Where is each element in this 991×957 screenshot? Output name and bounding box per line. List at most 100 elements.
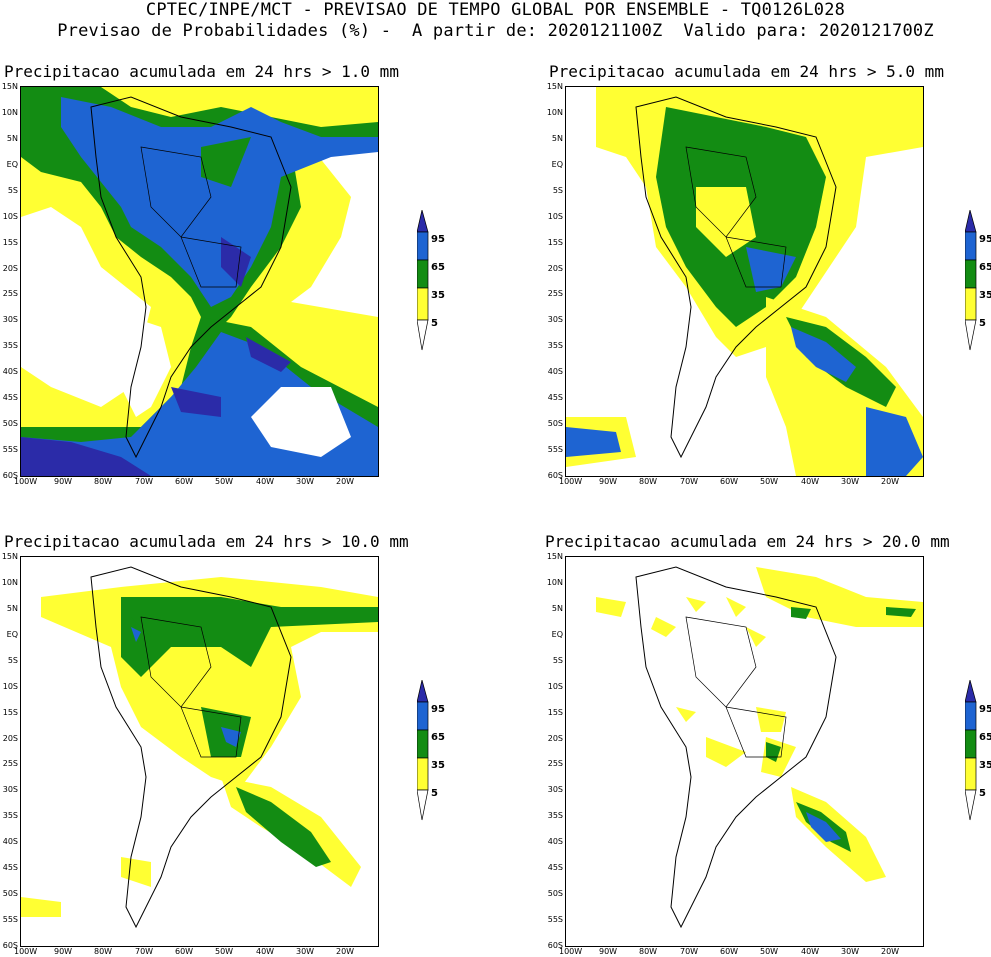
lat-label: 25S	[2, 289, 18, 299]
lat-label: 25S	[2, 759, 18, 769]
lon-label: 90W	[599, 477, 618, 486]
legend-5: 5	[979, 788, 986, 799]
lat-label: 50S	[2, 889, 18, 899]
lat-label: 45S	[2, 863, 18, 873]
legend-95: 95	[431, 704, 445, 715]
lat-label: 40S	[547, 837, 563, 847]
lat-label: 10S	[2, 211, 18, 221]
lat-label: 10N	[1, 577, 18, 587]
panel-3-colorbar: 95 65 35 5	[416, 679, 467, 825]
lon-label: 30W	[296, 477, 315, 486]
lon-label: 90W	[54, 947, 73, 956]
lat-label: 55S	[547, 445, 563, 455]
lat-label: 10N	[546, 107, 563, 117]
lon-label: 50W	[215, 477, 234, 486]
lat-label: 60S	[547, 471, 563, 480]
panel-2-map	[565, 86, 924, 477]
colorbar-bottom-arrow	[416, 319, 429, 351]
lon-label: 60W	[720, 477, 739, 486]
lat-label: 5N	[551, 133, 563, 143]
lat-label: 35S	[547, 341, 563, 351]
lon-label: 90W	[54, 477, 73, 486]
lat-label: 15N	[1, 552, 18, 561]
lon-label: 70W	[135, 477, 154, 486]
panel-4-title: Precipitacao acumulada em 24 hrs > 20.0 …	[545, 532, 950, 551]
legend-95: 95	[979, 704, 991, 715]
lat-label: 60S	[547, 941, 563, 950]
lat-label: 10S	[547, 681, 563, 691]
lat-label: 25S	[547, 759, 563, 769]
legend-35: 35	[431, 290, 445, 301]
header-line-2: Previsao de Probabilidades (%) - A parti…	[57, 21, 934, 41]
lon-label: 20W	[881, 947, 900, 956]
lat-label: 10N	[1, 107, 18, 117]
lat-label: 5N	[6, 603, 18, 613]
lat-label: 60S	[2, 471, 18, 480]
lat-label: 15N	[546, 82, 563, 91]
lat-label: 15S	[547, 237, 563, 247]
lat-label: 60S	[2, 941, 18, 950]
lon-label: 100W	[14, 947, 38, 956]
legend-35: 35	[979, 290, 991, 301]
legend-95: 95	[431, 234, 445, 245]
lat-label: 30S	[2, 785, 18, 795]
lon-label: 20W	[881, 477, 900, 486]
lat-label: 40S	[2, 367, 18, 377]
lon-label: 60W	[175, 477, 194, 486]
lon-label: 70W	[680, 477, 699, 486]
lat-label: 40S	[2, 837, 18, 847]
lat-label: 15N	[546, 552, 563, 561]
lon-label: 30W	[841, 947, 860, 956]
lat-label: 35S	[2, 811, 18, 821]
panel-1-map	[20, 86, 379, 477]
lon-label: 60W	[720, 947, 739, 956]
legend-65: 65	[431, 262, 445, 273]
colorbar-band-65	[416, 231, 429, 261]
panel-2-title: Precipitacao acumulada em 24 hrs > 5.0 m…	[549, 62, 944, 81]
lat-label: 55S	[2, 915, 18, 925]
colorbar-band-5	[416, 287, 429, 321]
lat-label: EQ	[551, 159, 563, 169]
lat-label: EQ	[6, 629, 18, 639]
lon-label: 70W	[680, 947, 699, 956]
legend-35: 35	[431, 760, 445, 771]
legend-5: 5	[431, 318, 438, 329]
lat-label: 10S	[2, 681, 18, 691]
panel-3-map	[20, 556, 379, 947]
lon-label: 100W	[559, 477, 583, 486]
panel-1-colorbar: 95 65 35 5	[416, 209, 467, 355]
legend-65: 65	[431, 732, 445, 743]
lat-label: 15S	[2, 237, 18, 247]
lat-label: 30S	[2, 315, 18, 325]
lat-label: 50S	[547, 889, 563, 899]
lon-label: 80W	[94, 477, 113, 486]
lat-label: 5S	[7, 655, 18, 665]
lon-label: 80W	[639, 947, 658, 956]
lat-label: 20S	[547, 733, 563, 743]
lon-label: 90W	[599, 947, 618, 956]
lat-label: 25S	[547, 289, 563, 299]
lon-label: 30W	[841, 477, 860, 486]
lat-label: 35S	[547, 811, 563, 821]
legend-65: 65	[979, 262, 991, 273]
lat-label: 55S	[547, 915, 563, 925]
lat-label: EQ	[551, 629, 563, 639]
lon-label: 50W	[760, 477, 779, 486]
lat-label: 20S	[2, 263, 18, 273]
legend-35: 35	[979, 760, 991, 771]
lat-label: 15S	[2, 707, 18, 717]
colorbar-band-35	[416, 259, 429, 289]
lat-label: 50S	[547, 419, 563, 429]
lon-label: 60W	[175, 947, 194, 956]
lat-label: 45S	[2, 393, 18, 403]
lon-label: 100W	[559, 947, 583, 956]
lon-label: 50W	[760, 947, 779, 956]
lat-label: 35S	[2, 341, 18, 351]
legend-65: 65	[979, 732, 991, 743]
header-line-1: CPTEC/INPE/MCT - PREVISAO DE TEMPO GLOBA…	[145, 0, 846, 20]
lon-label: 40W	[801, 477, 820, 486]
lat-label: 30S	[547, 315, 563, 325]
lat-label: 5S	[552, 185, 563, 195]
panel-2-colorbar: 95 65 35 5	[964, 209, 991, 355]
lat-label: 5S	[7, 185, 18, 195]
